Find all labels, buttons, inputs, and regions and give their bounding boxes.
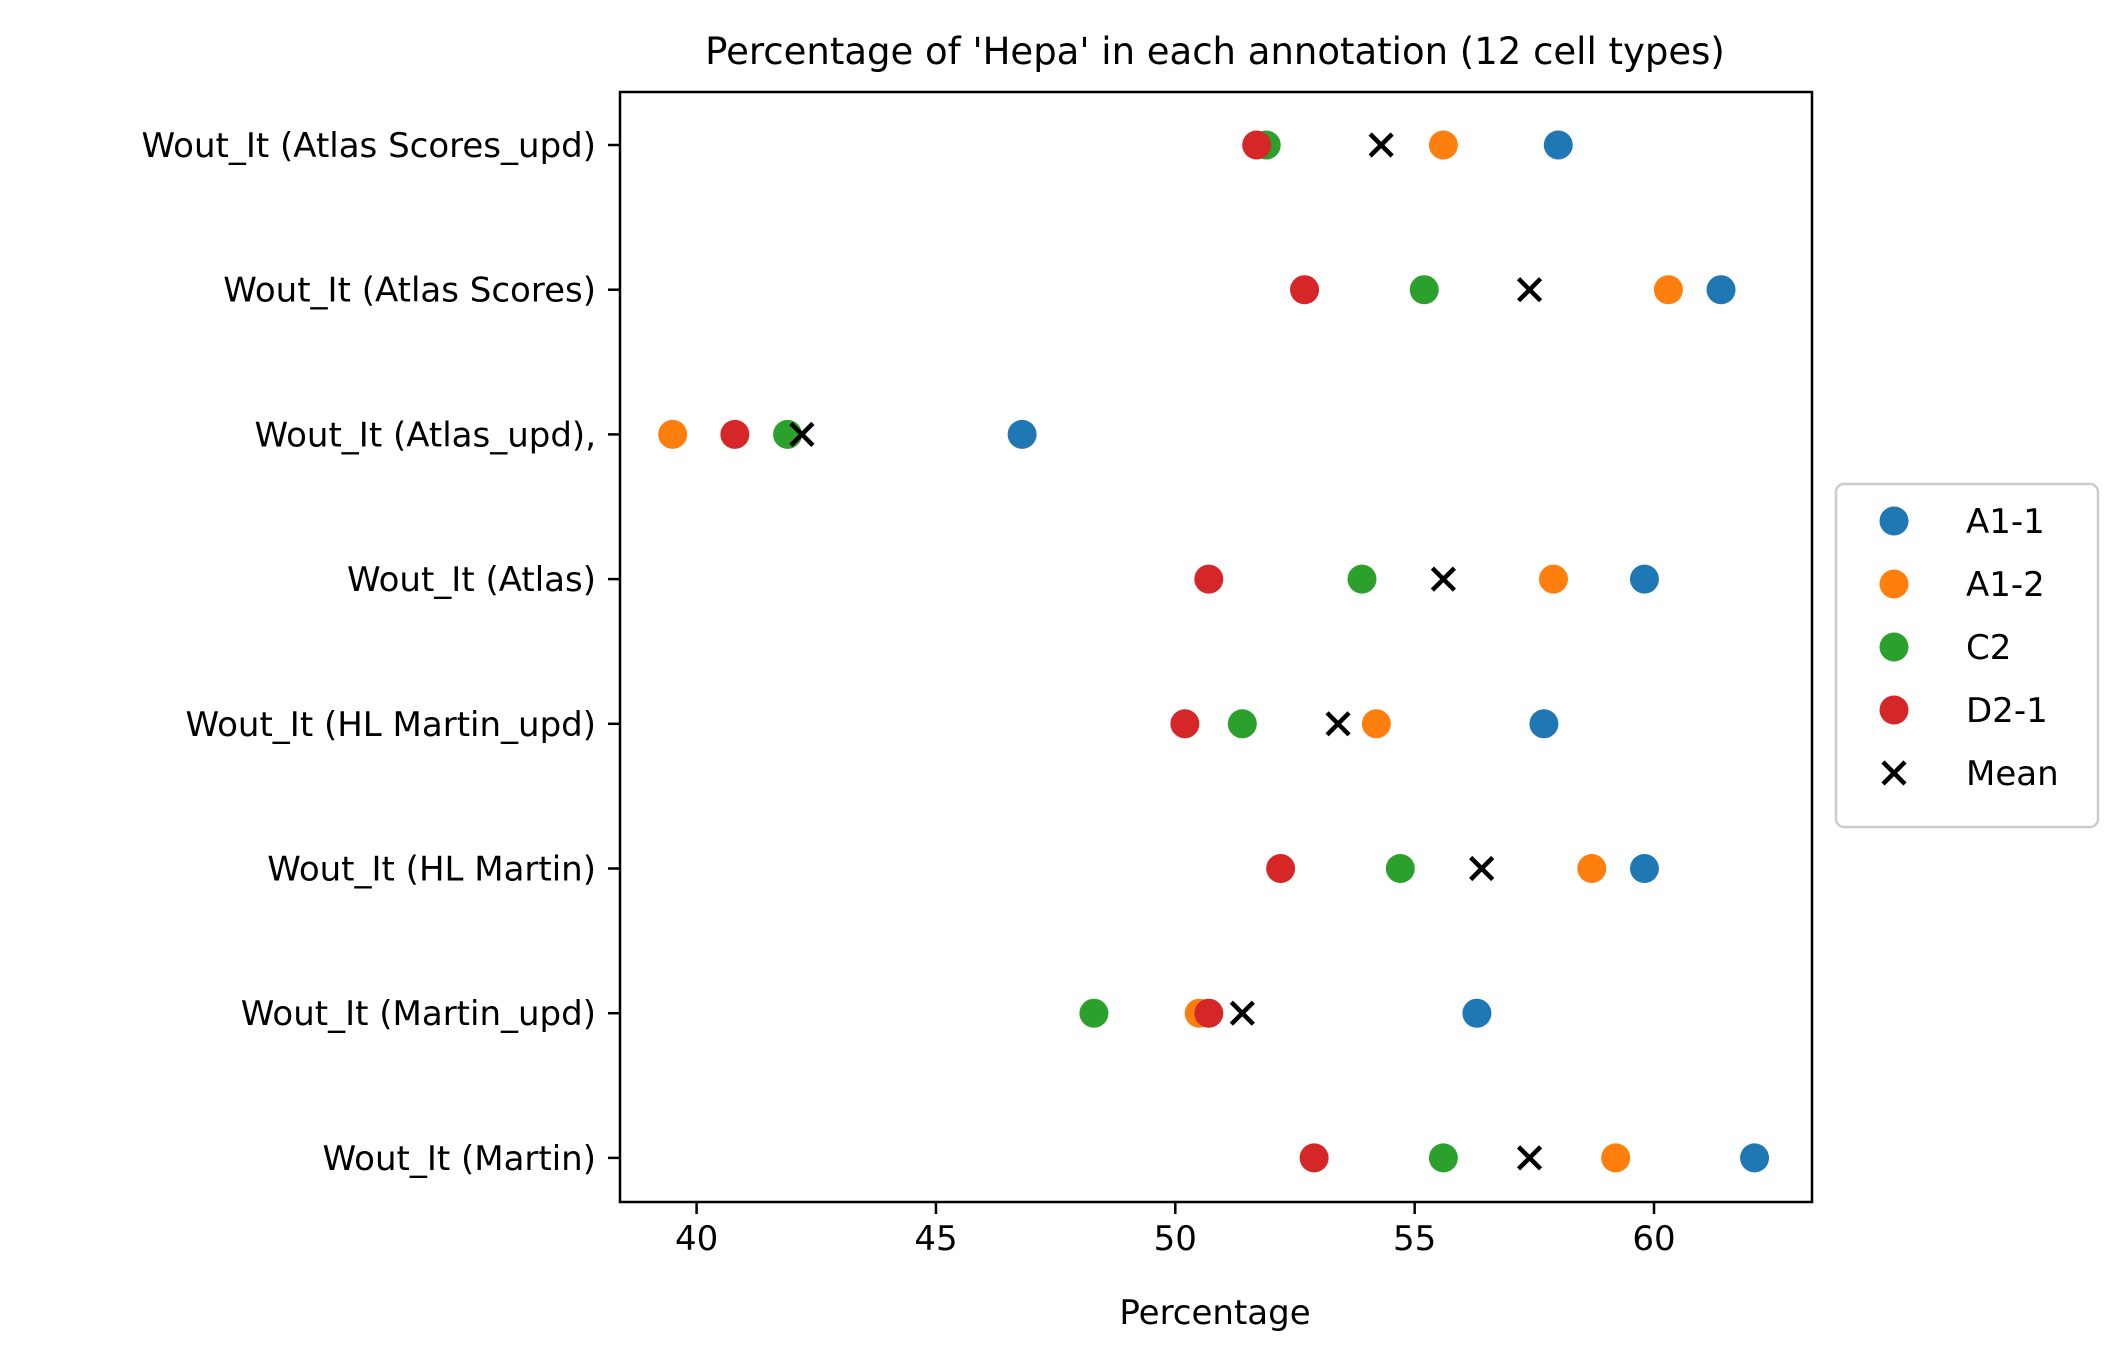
- mean-marker: [1430, 566, 1456, 592]
- legend-marker-a1-2: [1879, 569, 1909, 599]
- point-a1-2: [1361, 709, 1391, 739]
- point-a1-1: [1007, 419, 1037, 449]
- mean-marker: [1368, 132, 1394, 158]
- y-tick-label: Wout_It (Martin_upd): [241, 994, 596, 1034]
- point-a1-1: [1740, 1143, 1770, 1173]
- y-axis: Wout_It (Atlas Scores_upd) Wout_It (Atlas…: [142, 126, 620, 1179]
- legend-box: [1834, 482, 2100, 829]
- legend-marker-c2: [1879, 632, 1909, 662]
- y-tick-label: Wout_It (Atlas): [347, 560, 596, 600]
- point-c2: [1385, 854, 1415, 883]
- point-a1-2: [658, 419, 688, 449]
- point-c2: [1409, 275, 1439, 305]
- point-d2-1: [1194, 998, 1224, 1028]
- point-a1-1: [1706, 275, 1736, 305]
- point-a1-1: [1462, 998, 1492, 1028]
- x-tick-label: 60: [1632, 1219, 1675, 1259]
- point-c2: [1079, 998, 1109, 1028]
- mean-marker: [1229, 1000, 1255, 1026]
- chart-title: Percentage of 'Hepa' in each annotation …: [705, 30, 1725, 73]
- point-d2-1: [1194, 564, 1224, 594]
- x-axis-label: Percentage: [1119, 1293, 1310, 1333]
- legend-label: D2-1: [1966, 691, 2048, 731]
- x-tick-label: 45: [914, 1219, 957, 1259]
- mean-marker: [1516, 277, 1543, 303]
- mean-marker: [1516, 1145, 1543, 1171]
- point-d2-1: [1299, 1143, 1329, 1173]
- legend-label: Mean: [1966, 754, 2059, 794]
- x-tick-label: 50: [1154, 1219, 1197, 1259]
- point-d2-1: [1266, 854, 1296, 883]
- point-a1-2: [1538, 564, 1568, 594]
- point-c2: [1428, 1143, 1458, 1173]
- point-a1-1: [1629, 564, 1659, 594]
- mean-marker: [1469, 855, 1495, 882]
- y-tick-label: Wout_It (Atlas Scores): [223, 271, 596, 311]
- point-d2-1: [1170, 709, 1200, 739]
- point-a1-1: [1529, 709, 1559, 739]
- point-c2: [1227, 709, 1257, 739]
- point-a1-1: [1629, 854, 1659, 883]
- x-tick-label: 40: [675, 1219, 718, 1259]
- point-a1-1: [1543, 130, 1573, 160]
- y-tick-label: Wout_It (Atlas Scores_upd): [142, 126, 596, 166]
- point-a1-2: [1653, 275, 1683, 305]
- point-a1-2: [1428, 130, 1458, 160]
- legend-marker-a1-1: [1879, 506, 1909, 536]
- legend-label: C2: [1966, 628, 2011, 668]
- plot-area-frame: [618, 90, 1814, 1204]
- point-a1-2: [1577, 854, 1607, 883]
- y-tick-label: Wout_It (Atlas_upd),: [254, 415, 596, 455]
- y-tick-label: Wout_It (HL Martin_upd): [185, 705, 596, 745]
- point-d2-1: [720, 419, 750, 449]
- x-tick-label: 55: [1393, 1219, 1436, 1259]
- y-tick-label: Wout_It (HL Martin): [267, 850, 596, 890]
- legend-label: A1-1: [1966, 502, 2045, 542]
- legend-label: A1-2: [1966, 565, 2045, 605]
- mean-marker: [789, 421, 815, 447]
- data-points: [658, 130, 1770, 1173]
- legend: A1-1 A1-2 C2 D2-1 Mean: [1834, 482, 2100, 829]
- point-d2-1: [1242, 130, 1272, 160]
- point-a1-2: [1601, 1143, 1631, 1173]
- point-d2-1: [1290, 275, 1320, 305]
- point-c2: [773, 419, 803, 449]
- x-axis: 40 45 50 55 60: [675, 1202, 1676, 1259]
- legend-marker-d2-1: [1879, 695, 1909, 725]
- mean-marker: [1325, 711, 1351, 737]
- y-tick-label: Wout_It (Martin): [323, 1139, 596, 1179]
- point-c2: [1347, 564, 1377, 594]
- legend-marker-mean: [1881, 760, 1907, 786]
